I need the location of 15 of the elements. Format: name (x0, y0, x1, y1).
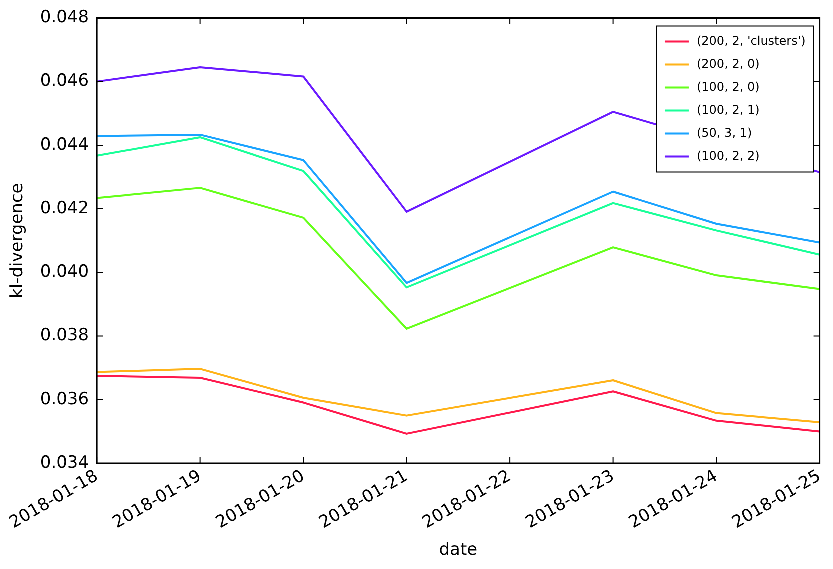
legend-label: (200, 2, 0) (696, 56, 760, 71)
legend-label: (50, 3, 1) (696, 126, 752, 140)
legend-label: (100, 2, 1) (696, 102, 760, 117)
y-tick-label: 0.046 (40, 71, 90, 92)
y-tick-label: 0.038 (40, 326, 90, 346)
legend-label: (200, 2, 'clusters') (696, 34, 806, 48)
y-tick-label: 0.040 (40, 262, 90, 282)
y-axis-title: kl-divergence (8, 183, 28, 298)
legend-label: (100, 2, 2) (696, 148, 760, 163)
y-tick-label: 0.036 (40, 389, 90, 410)
legend-label: (100, 2, 0) (696, 80, 760, 94)
y-tick-label: 0.042 (40, 198, 90, 218)
x-axis-title: date (439, 540, 478, 560)
y-tick-label: 0.044 (40, 134, 90, 155)
y-tick-label: 0.048 (40, 8, 90, 28)
